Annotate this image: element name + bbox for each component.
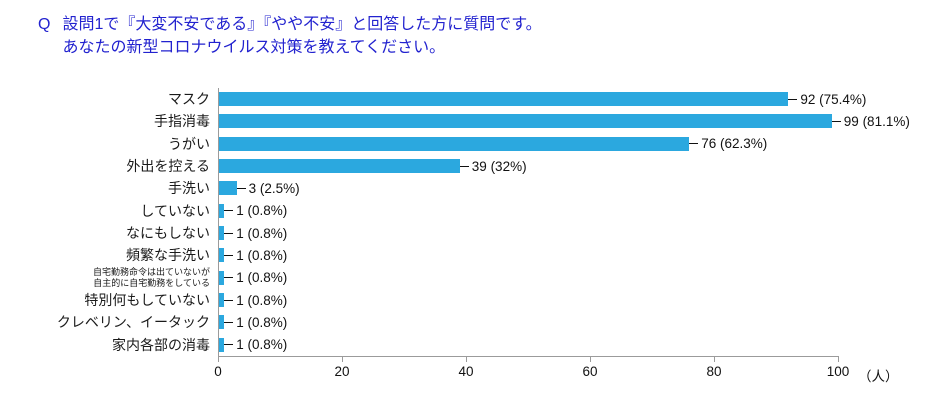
bar — [218, 203, 225, 218]
question-prefix: Q — [38, 16, 51, 33]
chart-rows: マスク 92 (75.4%) 手指消毒 99 (81.1%) うがい 76 (62.3%)… — [0, 88, 940, 356]
question-text: 設問1で『大変不安である』『やや不安』と回答した方に質問です。 あなたの新型コロ… — [62, 13, 541, 59]
leader-line — [459, 165, 469, 167]
chart-question-title: Q 設問1で『大変不安である』『やや不安』と回答した方に質問です。 あなたの新型… — [38, 13, 542, 59]
x-axis-tick-label: 100 — [826, 364, 850, 379]
chart-row: なにもしない 1 (0.8%) — [0, 222, 940, 244]
category-label: 家内各部の消毒 — [112, 336, 210, 353]
bar-track: 1 (0.8%) — [218, 293, 838, 308]
chart-row: 外出を控える 39 (32%) — [0, 155, 940, 177]
leader-line — [689, 143, 699, 145]
bar-track: 39 (32%) — [218, 159, 838, 174]
bar — [218, 114, 832, 129]
leader-line — [224, 299, 234, 301]
chart-row: うがい 76 (62.3%) — [0, 133, 940, 155]
bar — [218, 315, 225, 330]
value-label: 92 (75.4%) — [800, 91, 867, 107]
horizontal-bar-chart: マスク 92 (75.4%) 手指消毒 99 (81.1%) うがい 76 (62.3%)… — [0, 88, 940, 388]
chart-row: 手洗い 3 (2.5%) — [0, 177, 940, 199]
chart-row: 特別何もしていない 1 (0.8%) — [0, 289, 940, 311]
chart-row: 自宅勤務命令は出ていないが 自主的に自宅勤務をしている 1 (0.8%) — [0, 267, 940, 289]
value-label: 1 (0.8%) — [236, 314, 288, 330]
bar — [218, 159, 460, 174]
bar-track: 1 (0.8%) — [218, 248, 838, 263]
category-label: していない — [140, 202, 210, 219]
chart-row: クレベリン、イータック 1 (0.8%) — [0, 311, 940, 333]
value-label: 1 (0.8%) — [236, 270, 288, 286]
chart-row: マスク 92 (75.4%) — [0, 88, 940, 110]
leader-line — [224, 321, 234, 323]
x-axis-line — [218, 356, 839, 357]
x-axis-tick-label: 80 — [706, 364, 722, 379]
category-label: 手洗い — [168, 180, 210, 197]
category-label: マスク — [168, 91, 210, 108]
chart-row: していない 1 (0.8%) — [0, 200, 940, 222]
x-axis-tick-label: 60 — [582, 364, 598, 379]
leader-line — [224, 277, 234, 279]
bar — [218, 226, 225, 241]
bar-track: 3 (2.5%) — [218, 181, 838, 196]
bar — [218, 136, 690, 151]
category-label: 特別何もしていない — [84, 292, 210, 309]
value-label: 39 (32%) — [471, 158, 527, 174]
bar-track: 92 (75.4%) — [218, 92, 866, 107]
x-axis-unit-label: （人） — [858, 369, 899, 384]
x-axis-tick — [342, 357, 343, 362]
category-label: 外出を控える — [126, 158, 210, 175]
leader-line — [224, 344, 234, 346]
category-label: 手指消毒 — [154, 113, 210, 130]
question-line-2: あなたの新型コロナウイルス対策を教えてください。 — [62, 39, 446, 57]
x-axis-tick-label: 40 — [458, 364, 474, 379]
leader-line — [224, 210, 234, 212]
chart-row: 家内各部の消毒 1 (0.8%) — [0, 334, 940, 356]
bar-track: 1 (0.8%) — [218, 315, 838, 330]
leader-line — [788, 98, 798, 100]
value-label: 1 (0.8%) — [236, 292, 288, 308]
value-label: 1 (0.8%) — [236, 225, 288, 241]
value-label: 3 (2.5%) — [248, 180, 300, 196]
leader-line — [236, 187, 246, 189]
bar-track: 1 (0.8%) — [218, 226, 838, 241]
bar-track: 76 (62.3%) — [218, 136, 838, 151]
x-axis-tick — [838, 357, 839, 362]
category-label: 頻繁な手洗い — [126, 247, 210, 264]
y-axis-line — [218, 88, 219, 356]
value-label: 1 (0.8%) — [236, 337, 288, 353]
value-label: 1 (0.8%) — [236, 247, 288, 263]
bar — [218, 92, 789, 107]
chart-row: 頻繁な手洗い 1 (0.8%) — [0, 244, 940, 266]
value-label: 1 (0.8%) — [236, 203, 288, 219]
category-label: 自宅勤務命令は出ていないが 自主的に自宅勤務をしている — [92, 266, 210, 288]
bar — [218, 337, 225, 352]
leader-line — [224, 254, 234, 256]
x-axis-tick — [466, 357, 467, 362]
bar-track: 1 (0.8%) — [218, 203, 838, 218]
question-line-1: 設問1で『大変不安である』『やや不安』と回答した方に質問です。 — [62, 16, 542, 33]
value-label: 99 (81.1%) — [843, 113, 910, 129]
x-axis-tick — [590, 357, 591, 362]
x-axis-tick-label: 0 — [214, 364, 222, 379]
category-label: うがい — [168, 135, 210, 152]
x-axis-tick-label: 20 — [334, 364, 350, 379]
chart-row: 手指消毒 99 (81.1%) — [0, 110, 940, 132]
bar-track: 1 (0.8%) — [218, 337, 838, 352]
bar — [218, 181, 237, 196]
category-label: クレベリン、イータック — [56, 314, 210, 331]
bar — [218, 248, 225, 263]
bar-track: 99 (81.1%) — [218, 114, 910, 129]
x-axis-tick — [714, 357, 715, 362]
leader-line — [224, 232, 234, 234]
bar — [218, 270, 225, 285]
category-label: なにもしない — [126, 225, 210, 242]
x-axis-tick — [218, 357, 219, 362]
bar — [218, 293, 225, 308]
leader-line — [831, 120, 841, 122]
bar-track: 1 (0.8%) — [218, 270, 838, 285]
value-label: 76 (62.3%) — [701, 136, 768, 152]
